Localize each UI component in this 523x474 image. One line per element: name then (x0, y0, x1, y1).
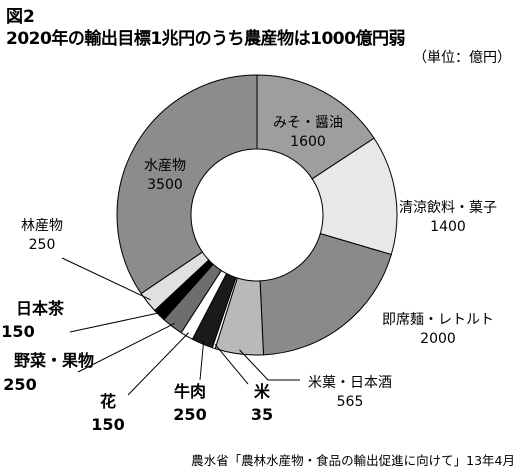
label-veg-value: 250 (3, 375, 36, 394)
slice-0 (256, 74, 375, 180)
source-note: 農水省「農林水産物・食品の輸出促進に向けて」13年4月 (191, 453, 515, 468)
label-flower-value: 150 (91, 415, 124, 434)
leader-line-7 (77, 322, 175, 373)
slice-10 (116, 74, 258, 295)
label-rice-name: 米 (254, 382, 271, 401)
leader-line-6 (127, 332, 190, 396)
label-miso-value: 1600 (290, 134, 326, 150)
label-beef-name: 牛肉 (174, 382, 206, 401)
leader-line-3 (239, 349, 300, 381)
label-noodles-name: 即席麺・レトルト (382, 312, 494, 328)
label-ricecracker-name: 米菓・日本酒 (308, 375, 392, 391)
chart-title: 2020年の輸出目標1兆円のうち農産物は1000億円弱 (6, 29, 405, 49)
leader-line-4 (214, 344, 249, 385)
figure-label: 図2 (6, 7, 35, 27)
label-miso-name: みそ・醤油 (273, 115, 343, 131)
label-noodles-value: 2000 (420, 331, 456, 347)
label-flower-name: 花 (100, 392, 116, 411)
leader-lines (61, 257, 300, 396)
label-ricecracker-value: 565 (337, 394, 364, 410)
label-drinks-value: 1400 (430, 219, 466, 235)
label-rice-value: 35 (251, 405, 273, 424)
leader-line-5 (199, 340, 205, 381)
leader-line-8 (69, 311, 163, 333)
label-seafood-value: 3500 (147, 177, 183, 193)
label-beef-value: 250 (173, 405, 206, 424)
unit-label: （単位：億円） (413, 50, 511, 66)
label-seafood-name: 水産物 (144, 158, 186, 174)
label-veg-name: 野菜・果物 (14, 351, 94, 370)
leader-line-9 (61, 257, 151, 301)
slice-2 (259, 233, 392, 356)
label-tea-name: 日本茶 (16, 299, 65, 318)
label-forest-value: 250 (29, 237, 56, 253)
label-forest-name: 林産物 (21, 218, 63, 234)
donut-slices (116, 74, 398, 356)
label-drinks-name: 清涼飲料・菓子 (399, 200, 497, 216)
label-tea-value: 150 (1, 322, 34, 341)
